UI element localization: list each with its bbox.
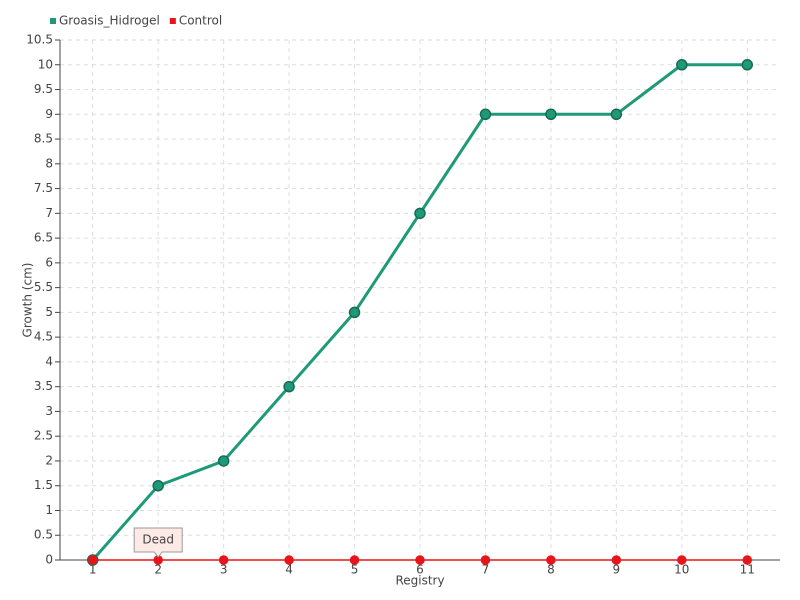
y-tick-label: 4.5 — [34, 330, 53, 344]
y-tick-label: 10.5 — [26, 33, 53, 47]
y-tick-label: 5.5 — [34, 280, 53, 294]
data-point — [741, 59, 754, 71]
data-point — [283, 380, 295, 393]
y-tick-label: 3.5 — [34, 379, 53, 393]
x-tick-label: 4 — [285, 563, 293, 577]
legend: Groasis_Hidrogel Control — [50, 14, 222, 28]
tooltip-text: Dead — [142, 533, 174, 547]
y-tick-label: 0.5 — [34, 528, 53, 542]
data-point — [349, 555, 360, 565]
x-tick-label: 1 — [89, 563, 97, 577]
y-tick-label: 1 — [45, 503, 53, 517]
data-point — [676, 59, 688, 71]
data-point — [479, 108, 492, 121]
y-tick-label: 8 — [45, 156, 53, 170]
x-tick-label: 3 — [220, 563, 228, 577]
x-tick-label: 8 — [547, 563, 555, 577]
tooltip-box — [133, 527, 183, 558]
data-point — [218, 555, 229, 565]
data-point — [742, 555, 753, 565]
x-tick-label: 10 — [674, 563, 689, 577]
data-point — [284, 555, 294, 565]
data-point — [217, 455, 230, 467]
y-tick-label: 3 — [45, 404, 53, 418]
data-point — [546, 555, 556, 565]
y-tick-label: 6.5 — [34, 231, 53, 245]
y-tick-label: 5 — [45, 305, 53, 319]
y-tick-label: 1.5 — [34, 478, 53, 492]
y-tick-label: 7.5 — [34, 181, 53, 195]
x-tick-label: 2 — [154, 563, 162, 577]
x-axis-title: Registry — [395, 574, 444, 588]
x-tick-label: 5 — [351, 563, 359, 577]
y-tick-label: 7 — [45, 206, 53, 220]
data-point — [545, 108, 557, 121]
data-point — [480, 555, 491, 565]
data-point — [348, 306, 361, 319]
data-point — [152, 479, 164, 492]
y-axis-title: Growth (cm) — [21, 263, 35, 338]
x-tick-label: 9 — [613, 563, 621, 577]
y-tick-label: 8.5 — [34, 132, 53, 146]
legend-swatch — [169, 18, 176, 24]
x-tick-label: 6 — [416, 563, 424, 577]
data-point — [677, 555, 687, 565]
data-point — [611, 555, 622, 565]
y-tick-label: 9.5 — [34, 82, 53, 96]
y-tick-label: 2.5 — [34, 429, 53, 443]
data-point — [415, 555, 425, 565]
data-point — [87, 555, 98, 565]
y-tick-label: 2 — [45, 453, 53, 467]
legend-swatch — [50, 18, 56, 24]
x-tick-label: 7 — [482, 563, 490, 577]
data-point — [610, 108, 623, 121]
y-tick-label: 0 — [45, 553, 53, 567]
legend-label: Groasis_Hidrogel — [59, 14, 160, 28]
x-tick-label: 11 — [740, 563, 755, 577]
y-tick-label: 4 — [45, 354, 53, 368]
y-tick-label: 10 — [38, 57, 53, 71]
y-tick-label: 9 — [45, 107, 53, 121]
legend-label: Control — [179, 14, 222, 28]
y-tick-label: 6 — [45, 255, 53, 269]
data-point — [414, 207, 426, 220]
